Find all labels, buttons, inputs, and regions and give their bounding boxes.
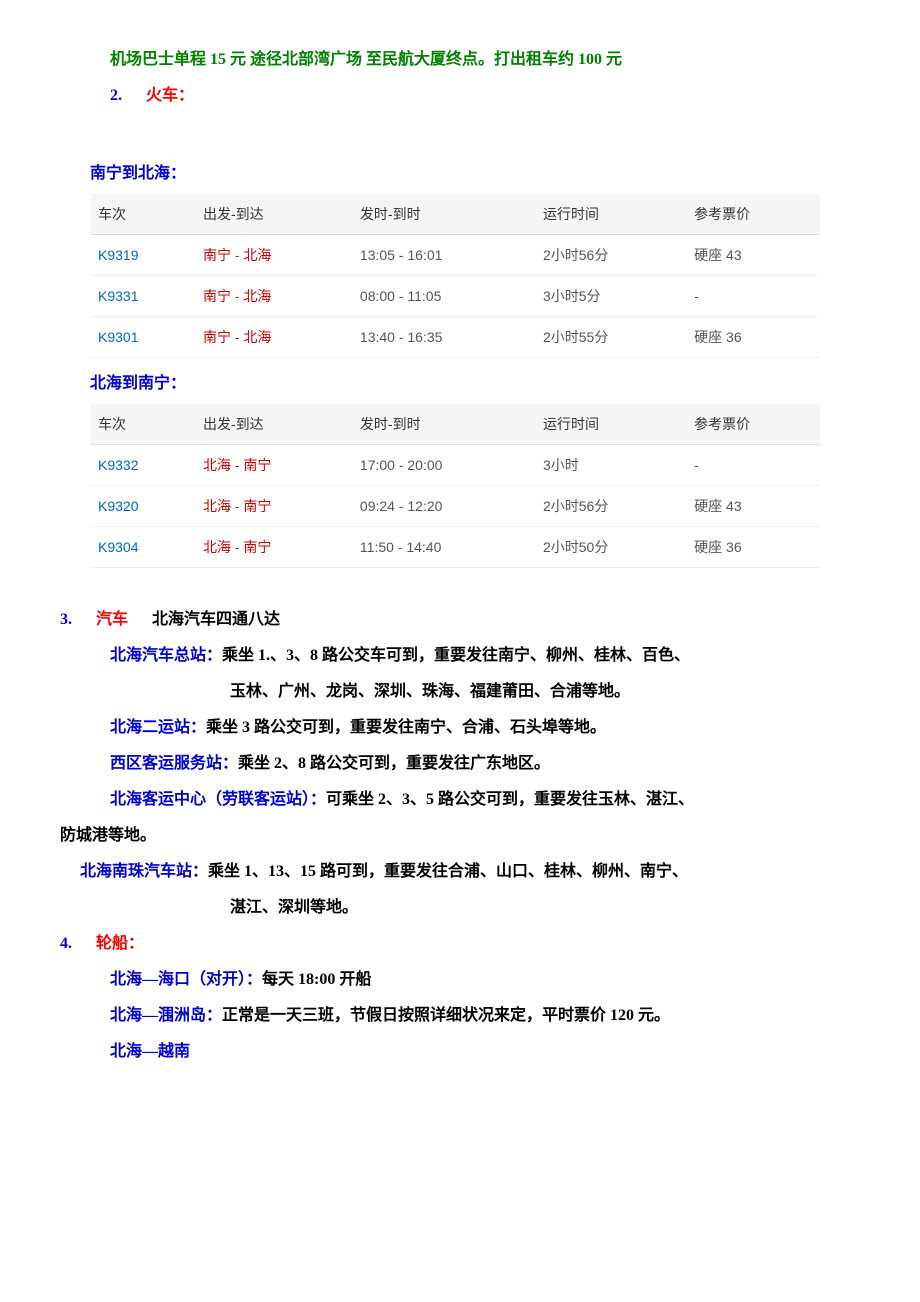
section-4-title: 轮船： bbox=[96, 935, 144, 952]
airport-bus-info: 机场巴士单程 15 元 途径北部湾广场 至民航大厦终点。打出租车约 100 元 bbox=[60, 44, 860, 76]
th-route: 出发-到达 bbox=[195, 404, 352, 445]
cell-duration: 2小时55分 bbox=[535, 317, 686, 358]
cell-duration: 2小时56分 bbox=[535, 486, 686, 527]
section-2-number: 2. bbox=[110, 87, 122, 104]
table-row: K9331南宁 - 北海08:00 - 11:053小时5分- bbox=[90, 276, 820, 317]
cell-time: 13:05 - 16:01 bbox=[352, 235, 535, 276]
th-duration: 运行时间 bbox=[535, 194, 686, 235]
bus-station-5-text-cont: 湛江、深圳等地。 bbox=[60, 892, 860, 924]
ship-2-label: 北海—涠洲岛： bbox=[110, 1007, 222, 1024]
th-duration: 运行时间 bbox=[535, 404, 686, 445]
train-table-1: 车次 出发-到达 发时-到时 运行时间 参考票价 K9319南宁 - 北海13:… bbox=[90, 194, 820, 358]
th-train-no: 车次 bbox=[90, 194, 195, 235]
ship-3-label: 北海—越南 bbox=[110, 1043, 190, 1060]
cell-time: 13:40 - 16:35 bbox=[352, 317, 535, 358]
table1-title: 南宁到北海： bbox=[90, 158, 860, 190]
table2-title: 北海到南宁： bbox=[90, 368, 860, 400]
cell-duration: 2小时56分 bbox=[535, 235, 686, 276]
bus-station-4-label: 北海客运中心（劳联客运站）： bbox=[110, 791, 326, 808]
cell-train-no: K9304 bbox=[90, 527, 195, 568]
ship-2-text: 正常是一天三班，节假日按照详细状况来定，平时票价 120 元。 bbox=[222, 1007, 670, 1024]
cell-price: 硬座 36 bbox=[686, 527, 820, 568]
bus-station-5-label: 北海南珠汽车站： bbox=[80, 863, 208, 880]
cell-price: - bbox=[686, 276, 820, 317]
cell-route: 南宁 - 北海 bbox=[195, 276, 352, 317]
section-2-title: 火车： bbox=[146, 87, 194, 104]
bus-station-4-text: 可乘坐 2、3、5 路公交可到，重要发往玉林、湛江、 bbox=[326, 791, 694, 808]
th-route: 出发-到达 bbox=[195, 194, 352, 235]
ship-1-text: 每天 18:00 开船 bbox=[262, 971, 371, 988]
th-price: 参考票价 bbox=[686, 404, 820, 445]
cell-train-no: K9320 bbox=[90, 486, 195, 527]
cell-duration: 3小时 bbox=[535, 445, 686, 486]
cell-route: 北海 - 南宁 bbox=[195, 527, 352, 568]
th-time: 发时-到时 bbox=[352, 194, 535, 235]
cell-route: 北海 - 南宁 bbox=[195, 486, 352, 527]
cell-duration: 2小时50分 bbox=[535, 527, 686, 568]
cell-duration: 3小时5分 bbox=[535, 276, 686, 317]
section-3-number: 3. bbox=[60, 611, 72, 628]
cell-time: 08:00 - 11:05 bbox=[352, 276, 535, 317]
cell-train-no: K9331 bbox=[90, 276, 195, 317]
ship-1-label: 北海—海口（对开）： bbox=[110, 971, 262, 988]
table-row: K9319南宁 - 北海13:05 - 16:012小时56分硬座 43 bbox=[90, 235, 820, 276]
bus-station-4-text-cont: 防城港等地。 bbox=[60, 820, 860, 852]
table-row: K9304北海 - 南宁11:50 - 14:402小时50分硬座 36 bbox=[90, 527, 820, 568]
cell-train-no: K9332 bbox=[90, 445, 195, 486]
th-time: 发时-到时 bbox=[352, 404, 535, 445]
cell-route: 南宁 - 北海 bbox=[195, 235, 352, 276]
cell-time: 09:24 - 12:20 bbox=[352, 486, 535, 527]
bus-station-3-label: 西区客运服务站： bbox=[110, 755, 238, 772]
bus-station-5-text: 乘坐 1、13、15 路可到，重要发往合浦、山口、桂林、柳州、南宁、 bbox=[208, 863, 688, 880]
cell-price: - bbox=[686, 445, 820, 486]
section-4-number: 4. bbox=[60, 935, 72, 952]
cell-train-no: K9319 bbox=[90, 235, 195, 276]
table-row: K9320北海 - 南宁09:24 - 12:202小时56分硬座 43 bbox=[90, 486, 820, 527]
bus-station-2-text: 乘坐 3 路公交可到，重要发往南宁、合浦、石头埠等地。 bbox=[206, 719, 606, 736]
cell-price: 硬座 43 bbox=[686, 486, 820, 527]
table-row: K9332北海 - 南宁17:00 - 20:003小时- bbox=[90, 445, 820, 486]
cell-time: 17:00 - 20:00 bbox=[352, 445, 535, 486]
cell-route: 南宁 - 北海 bbox=[195, 317, 352, 358]
table-row: K9301南宁 - 北海13:40 - 16:352小时55分硬座 36 bbox=[90, 317, 820, 358]
section-3-subtitle: 北海汽车四通八达 bbox=[152, 611, 280, 628]
cell-train-no: K9301 bbox=[90, 317, 195, 358]
bus-station-2-label: 北海二运站： bbox=[110, 719, 206, 736]
cell-price: 硬座 36 bbox=[686, 317, 820, 358]
th-train-no: 车次 bbox=[90, 404, 195, 445]
bus-station-1-label: 北海汽车总站： bbox=[110, 647, 222, 664]
cell-price: 硬座 43 bbox=[686, 235, 820, 276]
cell-route: 北海 - 南宁 bbox=[195, 445, 352, 486]
bus-station-1-text: 乘坐 1.、3、8 路公交车可到，重要发往南宁、柳州、桂林、百色、 bbox=[222, 647, 690, 664]
section-3-title: 汽车 bbox=[96, 611, 128, 628]
bus-station-1-text-cont: 玉林、广州、龙岗、深圳、珠海、福建莆田、合浦等地。 bbox=[60, 676, 860, 708]
cell-time: 11:50 - 14:40 bbox=[352, 527, 535, 568]
bus-station-3-text: 乘坐 2、8 路公交可到，重要发往广东地区。 bbox=[238, 755, 550, 772]
train-table-2: 车次 出发-到达 发时-到时 运行时间 参考票价 K9332北海 - 南宁17:… bbox=[90, 404, 820, 568]
th-price: 参考票价 bbox=[686, 194, 820, 235]
